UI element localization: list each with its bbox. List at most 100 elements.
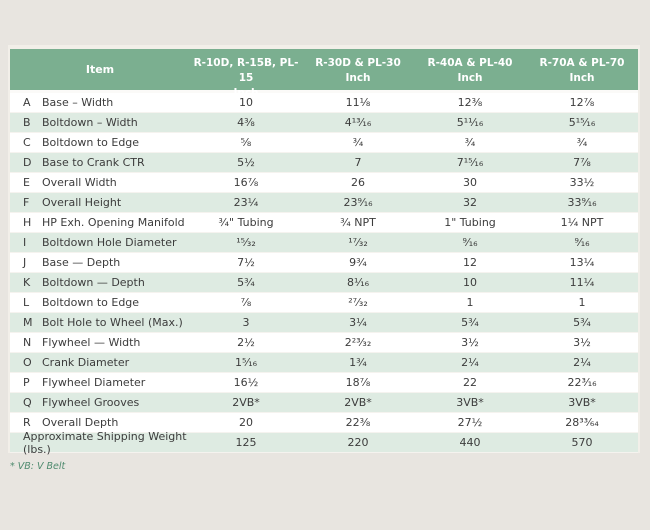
row-value: 27½ — [457, 416, 483, 429]
header-unit: Inch — [457, 72, 483, 84]
row-letter: M — [23, 316, 33, 329]
row-value: 18⅞ — [345, 376, 371, 389]
row-value: 2¼ — [573, 356, 591, 369]
row-letter: E — [23, 176, 30, 189]
spec-table: Item R-10D, R-15B, PL-15 Inch R-30D & PL… — [8, 45, 640, 456]
header-models: R-30D & PL-30 — [315, 57, 401, 69]
table-row: N Flywheel — Width 2½ 2²³⁄₃₂ 3½ 3½ — [10, 333, 638, 353]
row-letter: R — [23, 416, 31, 429]
row-value: ¹⁷⁄₃₂ — [348, 236, 368, 249]
row-value: 8¹⁄₁₆ — [346, 276, 370, 289]
row-letter: P — [23, 376, 30, 389]
row-letter: Q — [23, 396, 32, 409]
row-value: 2²³⁄₃₂ — [344, 336, 372, 349]
row-value: 4¹³⁄₁₆ — [344, 116, 372, 129]
shipping-weight-value: 220 — [347, 436, 369, 449]
header-col-models-4: R-70A & PL-70 Inch — [526, 49, 638, 90]
header-models: R-40A & PL-40 — [427, 57, 513, 69]
row-value: ⅞ — [240, 296, 252, 309]
row-value: 28³³⁄₆₄ — [565, 416, 599, 429]
row-item-label: Base to Crank CTR — [42, 156, 145, 169]
shipping-weight-row: Approximate Shipping Weight (lbs.) 125 2… — [10, 429, 638, 456]
row-value: 1" Tubing — [444, 216, 496, 229]
row-item-label: Overall Width — [42, 176, 117, 189]
row-value: 10 — [239, 96, 253, 109]
header-models: R-10D, R-15B, PL-15 — [193, 57, 299, 84]
shipping-weight-label: Approximate Shipping Weight (lbs.) — [23, 429, 187, 456]
row-letter: A — [23, 96, 31, 109]
table-row: C Boltdown to Edge ⅝ ¾ ¾ ¾ — [10, 133, 638, 153]
row-value: ⁹⁄₁₆ — [462, 236, 478, 249]
row-item-label: Crank Diameter — [42, 356, 130, 369]
table-row: L Boltdown to Edge ⅞ ²⁷⁄₃₂ 1 1 — [10, 293, 638, 313]
shipping-weight-value: 570 — [571, 436, 593, 449]
row-item-label: Boltdown Hole Diameter — [42, 236, 177, 249]
row-value: ¹⁵⁄₃₂ — [236, 236, 256, 249]
table-row: E Overall Width 16⅞ 26 30 33½ — [10, 173, 638, 193]
row-value: ¾" Tubing — [218, 216, 274, 229]
row-value: ¾ NPT — [340, 216, 376, 229]
row-value: 12⅜ — [457, 96, 483, 109]
row-letter: B — [23, 116, 31, 129]
row-value: ¾ — [576, 136, 588, 149]
row-item-label: Boltdown to Edge — [42, 136, 140, 149]
row-item-label: Flywheel Grooves — [42, 396, 140, 409]
row-value: 12⅞ — [569, 96, 595, 109]
row-value: 2VB* — [232, 396, 260, 409]
row-value: ²⁷⁄₃₂ — [348, 296, 368, 309]
row-letter: C — [23, 136, 31, 149]
header-col-models-1: R-10D, R-15B, PL-15 Inch — [190, 49, 302, 99]
row-value: 12 — [463, 256, 477, 269]
row-value: 2VB* — [344, 396, 372, 409]
row-value: 26 — [351, 176, 365, 189]
shipping-weight-value: 125 — [235, 436, 257, 449]
row-item-label: Overall Height — [42, 196, 122, 209]
row-value: ¾ — [464, 136, 476, 149]
row-value: 22 — [463, 376, 477, 389]
row-value: 5¾ — [237, 276, 255, 289]
row-item-label: Base – Width — [42, 96, 114, 109]
row-value: 10 — [463, 276, 477, 289]
footnote: * VB: V Belt — [10, 461, 66, 472]
header-unit: Inch — [345, 72, 371, 84]
row-value: 23¼ — [233, 196, 259, 209]
row-value: 33½ — [569, 176, 595, 189]
header-models: R-70A & PL-70 — [539, 57, 625, 69]
row-value: 3½ — [573, 336, 591, 349]
row-value: ¾ — [352, 136, 364, 149]
header-unit: Inch — [569, 72, 595, 84]
table-row: F Overall Height 23¼ 23⁹⁄₁₆ 32 33⁹⁄₁₆ — [10, 193, 638, 213]
row-value: 1 — [466, 296, 474, 309]
row-value: 7 — [354, 156, 362, 169]
row-value: 5½ — [237, 156, 255, 169]
row-value: 30 — [463, 176, 477, 189]
row-letter: N — [23, 336, 32, 349]
row-value: 5¹⁵⁄₁₆ — [568, 116, 596, 129]
row-item-label: Base — Depth — [42, 256, 121, 269]
row-item-label: Overall Depth — [42, 416, 119, 429]
header-item-label: Item — [85, 63, 115, 76]
row-value: 1¾ — [349, 356, 367, 369]
row-item-label: Boltdown to Edge — [42, 296, 140, 309]
row-value: 1¼ NPT — [560, 216, 604, 229]
table-header: Item R-10D, R-15B, PL-15 Inch R-30D & PL… — [10, 49, 638, 99]
row-item-label: Boltdown — Depth — [42, 276, 145, 289]
row-value: ⅝ — [240, 136, 252, 149]
row-value: 7½ — [237, 256, 255, 269]
table-body: A Base – Width 10 11⅛ 12⅜ 12⅞ B Boltdown… — [10, 93, 638, 433]
header-col-models-3: R-40A & PL-40 Inch — [414, 49, 526, 90]
row-value: 3½ — [461, 336, 479, 349]
row-value: 3VB* — [568, 396, 596, 409]
table-row: Q Flywheel Grooves 2VB* 2VB* 3VB* 3VB* — [10, 393, 638, 413]
row-value: 3VB* — [456, 396, 484, 409]
row-letter: I — [23, 236, 27, 249]
table-row: R Overall Depth 20 22⅜ 27½ 28³³⁄₆₄ — [10, 413, 638, 433]
row-value: 5¹¹⁄₁₆ — [456, 116, 484, 129]
row-value: 5¾ — [461, 316, 479, 329]
row-item-label: HP Exh. Opening Manifold — [42, 216, 185, 229]
row-value: 13¼ — [569, 256, 595, 269]
row-value: 23⁹⁄₁₆ — [343, 196, 373, 209]
table-row: D Base to Crank CTR 5½ 7 7¹⁵⁄₁₆ 7⅞ — [10, 153, 638, 173]
row-item-label: Flywheel Diameter — [42, 376, 146, 389]
row-letter: O — [23, 356, 32, 369]
